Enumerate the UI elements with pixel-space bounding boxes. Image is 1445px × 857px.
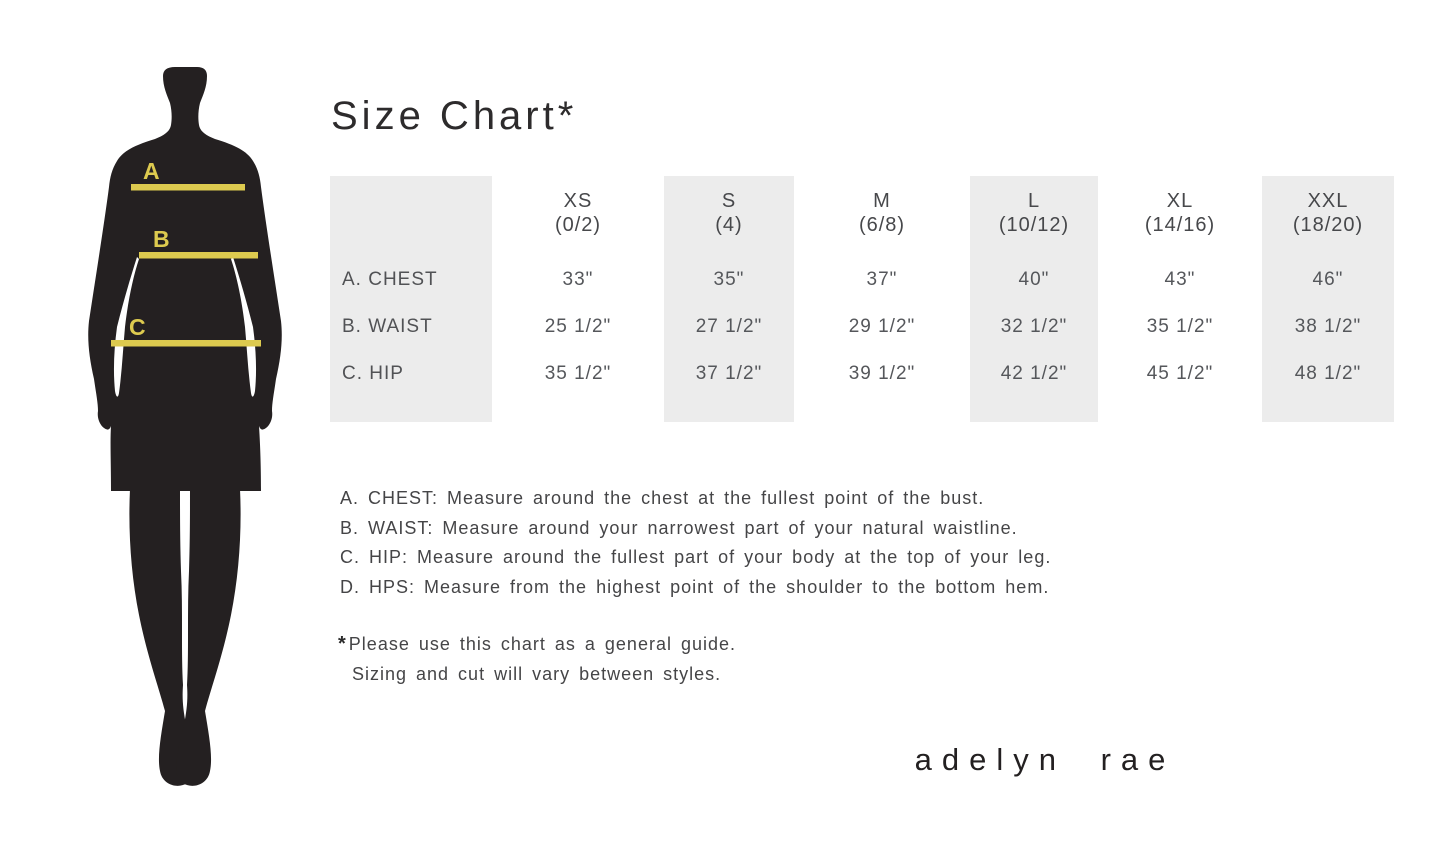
size-range: (0/2) [554,214,602,236]
note-hps: D. HPS: Measure from the highest point o… [340,576,1050,597]
table-column-m: M (6/8) 37" 29 1/2" 39 1/2" [794,176,970,422]
size-name: XS [563,190,593,212]
chest-value-xs: 33" [562,268,594,290]
note-hip: C. HIP: Measure around the fullest part … [340,547,1052,567]
chest-value-l: 40" [1018,268,1050,290]
hip-value-s: 37 1/2" [695,362,763,384]
hip-line [111,340,261,347]
note-chest: A. CHEST: Measure around the chest at th… [340,488,985,508]
hip-value-xs: 35 1/2" [544,362,612,384]
table-column-xxl: XXL (18/20) 46" 38 1/2" 48 1/2" [1262,176,1394,422]
disclaimer-line-1: * Please use this chart as a general guid… [338,630,736,660]
row-label-chest: A. CHEST [342,268,438,290]
table-column-row-labels: A. CHEST B. WAIST C. HIP [330,176,492,422]
waist-line-label: B [153,226,170,252]
column-header-s: S (4) [664,176,794,256]
size-range: (4) [715,214,743,236]
waist-line [139,252,258,259]
silhouette-right-leg [176,489,241,786]
size-name: S [721,190,737,212]
column-header-m: M (6/8) [794,176,970,256]
hip-value-xxl: 48 1/2" [1294,362,1362,384]
column-header-xxl: XXL (18/20) [1262,176,1394,256]
table-column-xl: XL (14/16) 43" 35 1/2" 45 1/2" [1098,176,1262,422]
chest-value-s: 35" [713,268,745,290]
size-range: (14/16) [1144,214,1216,236]
silhouette-body [88,67,282,491]
chest-line-label: A [143,158,160,184]
asterisk: * [338,633,347,655]
page-title: Size Chart* [331,94,578,138]
column-header-l: L (10/12) [970,176,1098,256]
brand-logotype: adelyn rae [914,742,1176,777]
waist-value-xs: 25 1/2" [544,315,612,337]
table-column-l: L (10/12) 40" 32 1/2" 42 1/2" [970,176,1098,422]
measurement-notes: A. CHEST: Measure around the chest at th… [340,484,1051,602]
chest-value-xxl: 46" [1312,268,1344,290]
size-name: L [1027,190,1041,212]
disclaimer: * Please use this chart as a general guid… [338,630,736,689]
size-table: A. CHEST B. WAIST C. HIP XS (0/2) 33" 25… [330,176,1394,422]
column-header-xs: XS (0/2) [492,176,664,256]
column-header-xl: XL (14/16) [1098,176,1262,256]
size-name: XXL [1307,190,1349,212]
silhouette-left-leg [129,489,194,786]
table-header-blank [330,176,492,256]
waist-value-m: 29 1/2" [848,315,916,337]
hip-line-label: C [129,314,146,340]
note-waist: B. WAIST: Measure around your narrowest … [340,517,1018,538]
woman-silhouette-icon: A B C [88,67,282,786]
size-range: (6/8) [858,214,906,236]
size-range: (18/20) [1292,214,1364,236]
measurement-figure: A B C [85,63,287,799]
waist-value-s: 27 1/2" [695,315,763,337]
disclaimer-text-1: Please use this chart as a general guide… [348,634,737,654]
size-name: M [873,190,891,212]
table-column-s: S (4) 35" 27 1/2" 37 1/2" [664,176,794,422]
chest-value-xl: 43" [1164,268,1196,290]
hip-value-m: 39 1/2" [848,362,916,384]
waist-value-xxl: 38 1/2" [1294,315,1362,337]
hip-value-xl: 45 1/2" [1146,362,1214,384]
table-column-xs: XS (0/2) 33" 25 1/2" 35 1/2" [492,176,664,422]
waist-value-xl: 35 1/2" [1146,315,1214,337]
chest-line [131,184,245,191]
size-name: XL [1166,190,1194,212]
hip-value-l: 42 1/2" [1000,362,1068,384]
row-label-hip: C. HIP [342,362,404,384]
chest-value-m: 37" [866,268,898,290]
row-label-waist: B. WAIST [342,315,433,337]
disclaimer-line-2: Sizing and cut will vary between styles. [352,663,722,684]
size-range: (10/12) [998,214,1070,236]
waist-value-l: 32 1/2" [1000,315,1068,337]
